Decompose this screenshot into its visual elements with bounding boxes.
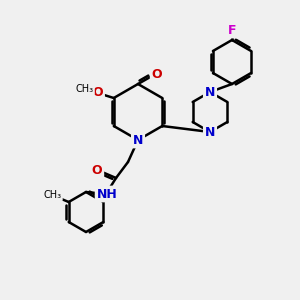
Text: N: N xyxy=(205,125,215,139)
Text: N: N xyxy=(133,134,143,146)
Text: F: F xyxy=(228,23,236,37)
Text: O: O xyxy=(152,68,162,82)
Text: O: O xyxy=(92,164,102,176)
Text: CH₃: CH₃ xyxy=(44,190,62,200)
Text: N: N xyxy=(205,85,215,98)
Text: CH₃: CH₃ xyxy=(76,84,94,94)
Text: NH: NH xyxy=(97,188,117,200)
Text: O: O xyxy=(92,86,103,100)
